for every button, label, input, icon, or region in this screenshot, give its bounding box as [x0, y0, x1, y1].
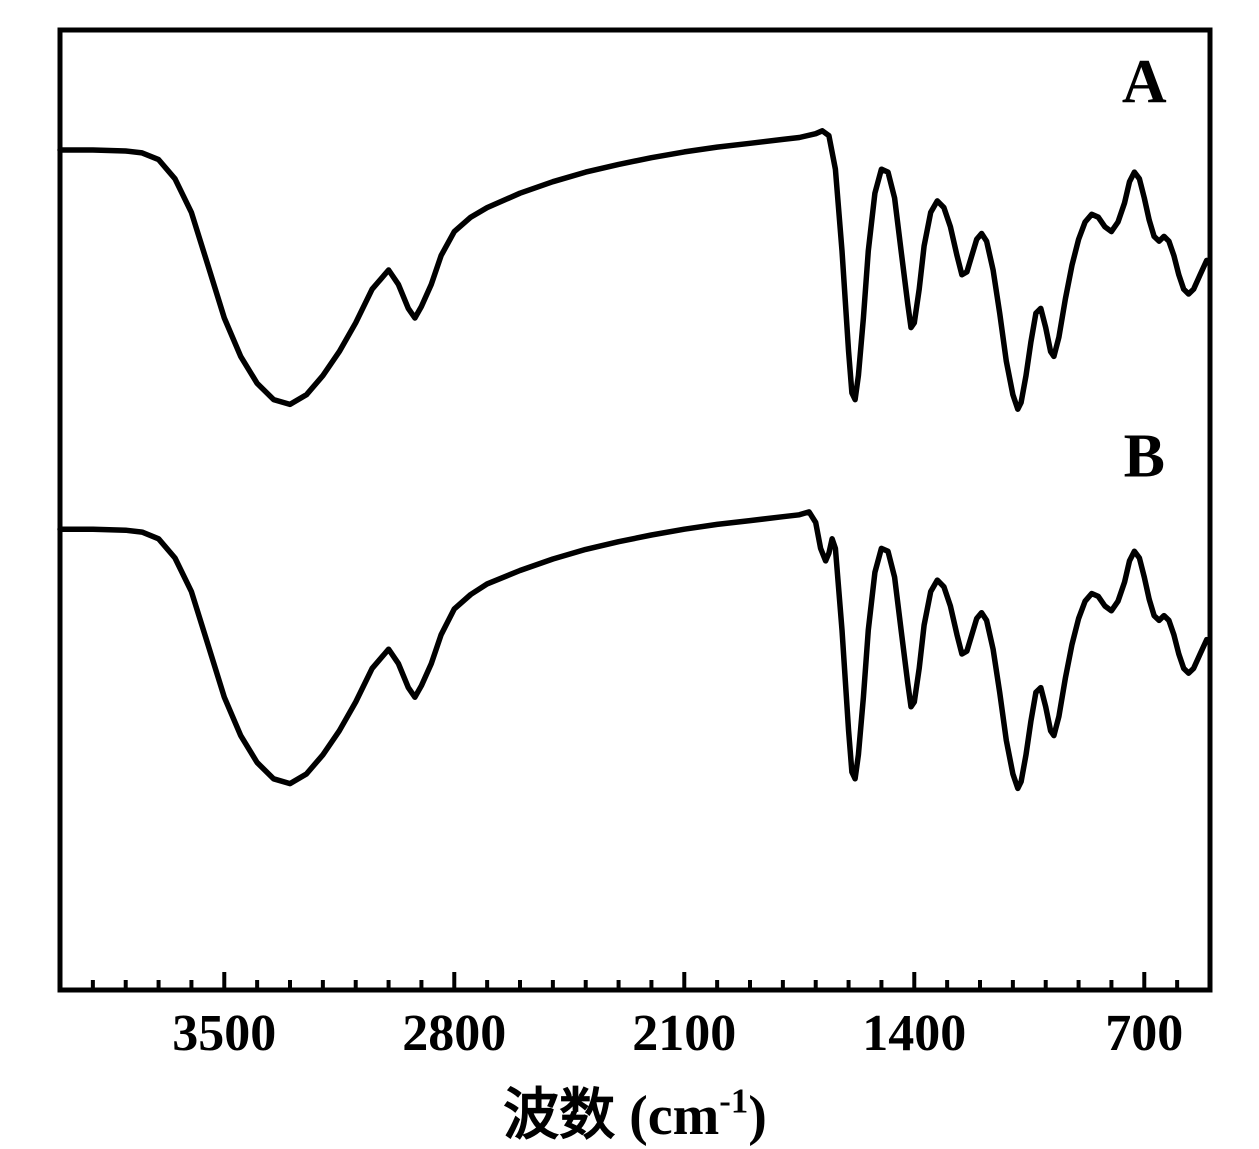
ir-spectrum-chart: 3500280021001400700波数 (cm-1)AB — [0, 0, 1259, 1149]
xtick-label: 2100 — [632, 1005, 736, 1062]
xtick-label: 700 — [1105, 1005, 1183, 1062]
chart-svg: 3500280021001400700波数 (cm-1)AB — [0, 0, 1259, 1149]
label-A: A — [1122, 48, 1167, 116]
xtick-label: 1400 — [862, 1005, 966, 1062]
xtick-label: 2800 — [402, 1005, 506, 1062]
xtick-label: 3500 — [172, 1005, 276, 1062]
label-B: B — [1124, 422, 1165, 490]
